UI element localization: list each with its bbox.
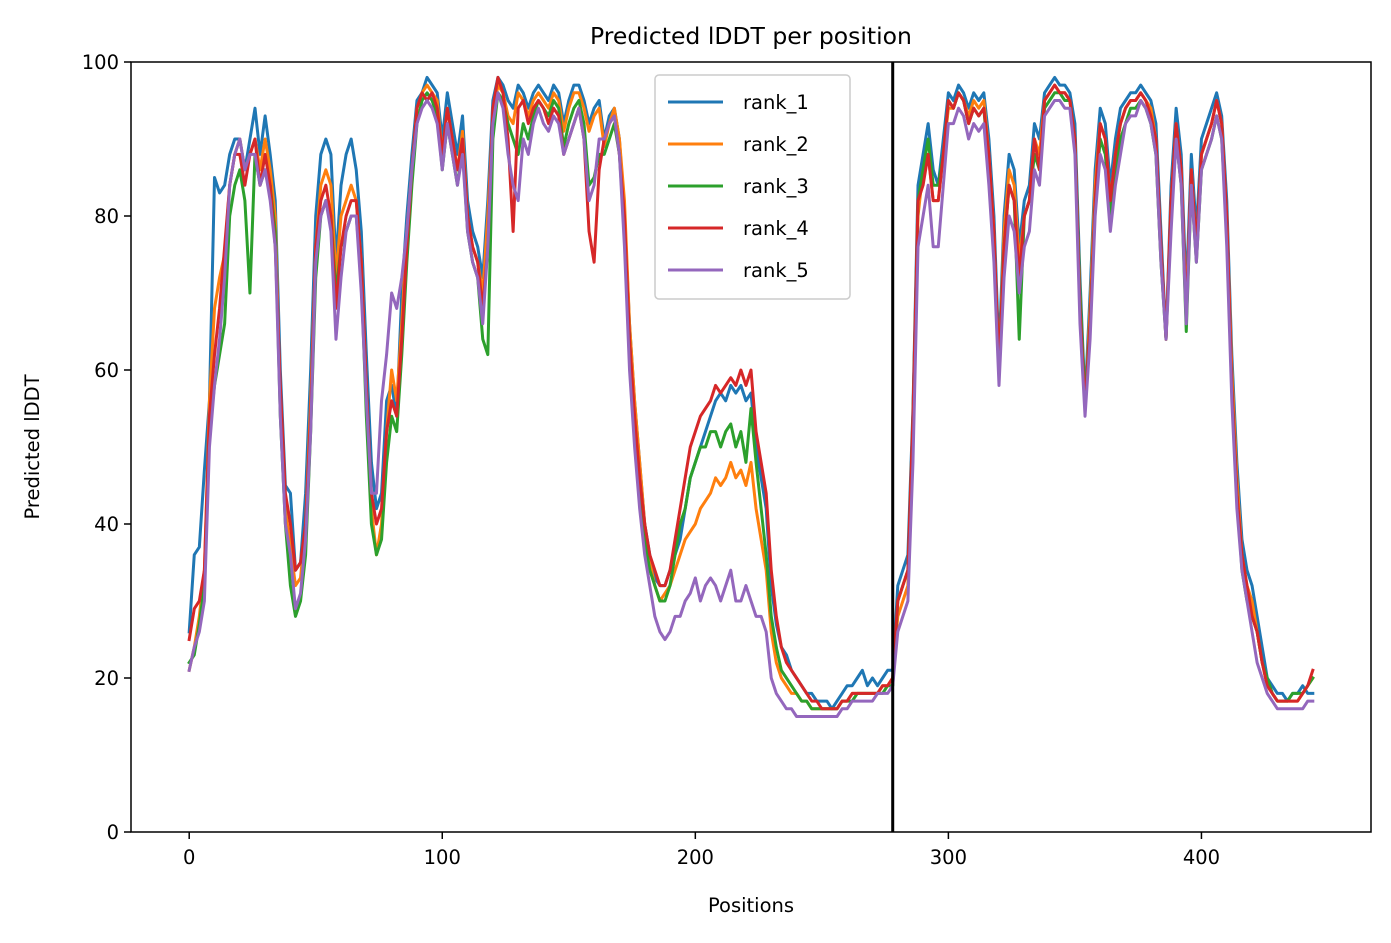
series-line-rank-1 — [187, 75, 1315, 711]
legend: rank_1 rank_2 rank_3 rank_4 rank_5 — [654, 74, 851, 300]
legend-label: rank_4 — [743, 217, 809, 240]
y-tick-label: 60 — [94, 359, 119, 382]
chart-title: Predicted lDDT per position — [590, 22, 912, 50]
x-tick-label: 300 — [930, 846, 967, 869]
y-tick-label: 80 — [94, 205, 119, 228]
legend-label: rank_1 — [743, 91, 809, 114]
plot-frame — [130, 61, 1372, 833]
series-line-rank-4 — [187, 75, 1315, 711]
y-tick-label: 40 — [94, 513, 119, 536]
x-tick-label: 100 — [424, 846, 461, 869]
y-tick-label: 20 — [94, 667, 119, 690]
x-axis-label: Positions — [708, 894, 794, 917]
legend-label: rank_2 — [743, 133, 809, 156]
series-line-rank-5 — [187, 91, 1315, 718]
y-tick-label: 100 — [82, 51, 119, 74]
legend-label: rank_5 — [743, 259, 809, 282]
x-tick-label: 400 — [1183, 846, 1220, 869]
y-axis-label: Predicted lDDT — [21, 374, 44, 519]
y-tick-label: 0 — [107, 821, 119, 844]
axes: 0 100 200 300 400 0 20 40 60 80 100 — [82, 51, 1220, 869]
plot-area — [187, 62, 1315, 832]
legend-box — [654, 74, 851, 300]
legend-label: rank_3 — [743, 175, 809, 198]
x-tick-label: 0 — [183, 846, 195, 869]
x-tick-label: 200 — [677, 846, 714, 869]
